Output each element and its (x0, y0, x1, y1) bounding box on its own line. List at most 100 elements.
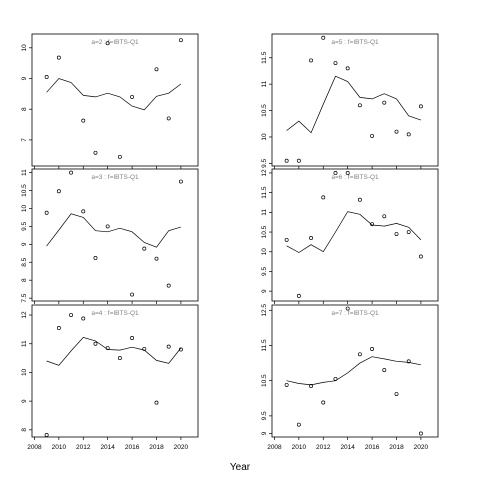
data-point (130, 336, 135, 340)
x-tick-label: 2010 (292, 444, 307, 451)
data-point (178, 38, 183, 43)
data-point (284, 382, 289, 387)
data-point (370, 133, 375, 138)
y-tick-label: 9 (21, 399, 28, 403)
data-point (345, 170, 350, 175)
fit-line (46, 337, 182, 366)
data-point (382, 368, 387, 373)
data-point (296, 158, 301, 163)
data-point (321, 35, 326, 40)
y-tick-label: 10.5 (21, 184, 28, 197)
y-tick-label: 7 (21, 138, 28, 142)
data-point (418, 431, 423, 436)
data-point (321, 195, 326, 200)
x-tick-label: 2014 (340, 444, 355, 451)
data-point (93, 256, 98, 260)
data-point (81, 209, 86, 214)
y-tick-label: 11 (21, 340, 28, 347)
y-tick-label: 10.5 (261, 374, 268, 387)
y-tick-label: 11.5 (261, 186, 268, 199)
y-tick-label: 12.5 (261, 304, 268, 317)
panel-3: a=4 : f=IBTS-Q1 8 9 10 11 12 2008 2010 2012 2014 2… (21, 304, 199, 451)
data-point (93, 150, 98, 155)
y-tick-label: 10.5 (261, 104, 268, 117)
data-point (166, 283, 171, 288)
y-tick-label: 9.5 (21, 221, 28, 230)
fit-line (286, 211, 422, 253)
data-point (345, 306, 350, 311)
panel-frame (271, 168, 439, 302)
x-tick-label: 2018 (389, 444, 404, 451)
x-tick-label: 2008 (27, 444, 42, 451)
data-point (370, 222, 375, 227)
data-point (357, 197, 362, 202)
data-point (406, 359, 411, 364)
data-point (418, 104, 423, 109)
x-tick-label: 2008 (267, 444, 282, 451)
y-tick-label: 9.5 (261, 411, 268, 420)
data-point (357, 352, 362, 357)
y-tick-label: 10 (21, 368, 28, 376)
y-tick-label: 11.5 (261, 51, 268, 64)
panel-5: a=6 : f=IBTS-Q1 9 9.5 10 10.5 11 11.5 12 (261, 168, 439, 304)
panel-frame (271, 33, 439, 167)
data-point (357, 103, 362, 108)
data-point (382, 100, 387, 105)
x-tick-label: 2012 (76, 444, 91, 451)
x-tick-label: 2020 (414, 444, 429, 451)
data-point (333, 376, 338, 381)
data-point (130, 292, 135, 297)
data-point (154, 256, 159, 261)
y-tick-label: 8 (21, 107, 28, 111)
data-point (394, 392, 399, 397)
y-tick-label: 9 (21, 76, 28, 80)
y-tick-label: 10 (261, 248, 268, 256)
x-tick-label: 2020 (174, 444, 189, 451)
data-point (406, 230, 411, 234)
x-tick-label: 2014 (100, 444, 115, 451)
data-point (142, 246, 147, 251)
y-tick-label: 9.5 (261, 158, 268, 167)
y-tick-label: 8 (21, 428, 28, 432)
data-point (130, 94, 135, 99)
y-tick-label: 9.5 (261, 267, 268, 276)
strip-label: a=2 : f=IBTS-Q1 (91, 39, 139, 46)
x-axis-title: Year (230, 462, 251, 473)
panel-1: a=2 : f=IBTS-Q1 7 8 9 10 (21, 33, 199, 169)
fit-line (286, 356, 421, 386)
x-tick-label: 2018 (149, 444, 164, 451)
fit-line (46, 78, 182, 111)
y-tick-label: 11.5 (261, 339, 268, 352)
data-point (321, 400, 326, 405)
data-point (309, 384, 314, 388)
panel-frame (271, 304, 439, 438)
data-point (105, 346, 110, 350)
data-point (154, 400, 159, 405)
data-point (178, 347, 183, 352)
data-point (56, 326, 61, 330)
y-tick-label: 7.5 (21, 293, 28, 302)
data-point (56, 189, 61, 194)
data-point (178, 179, 183, 184)
data-point (142, 346, 147, 351)
strip-label: a=6 : f=IBTS-Q1 (331, 174, 379, 181)
y-tick-label: 11 (21, 169, 28, 176)
strip-label: a=5 : f=IBTS-Q1 (331, 39, 379, 46)
x-tick-label: 2012 (316, 444, 331, 451)
fit-line (286, 75, 422, 134)
data-point (382, 214, 387, 219)
data-point (69, 313, 74, 317)
data-point (418, 254, 423, 259)
data-point (284, 237, 289, 242)
fit-line (46, 213, 181, 248)
data-point (333, 170, 338, 175)
y-tick-label: 10.5 (261, 225, 268, 238)
data-point (166, 344, 171, 349)
data-point (105, 224, 110, 229)
data-point (309, 236, 314, 240)
data-point (333, 61, 338, 65)
data-point (69, 170, 74, 175)
data-point (44, 210, 49, 215)
